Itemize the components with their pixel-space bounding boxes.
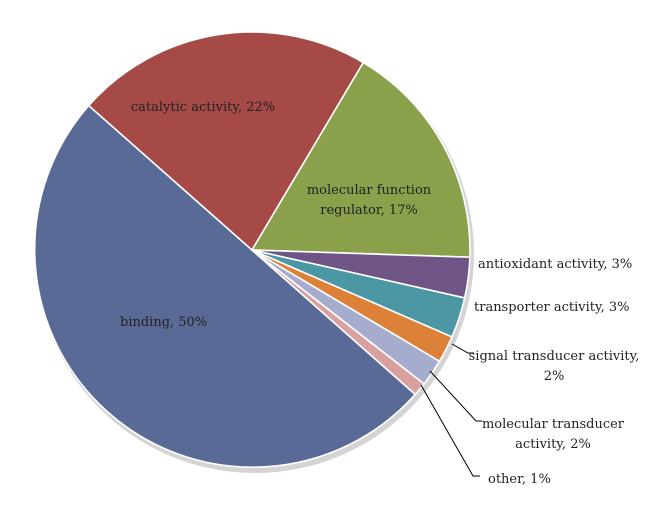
pie-slice-1 xyxy=(87,31,365,252)
leader-line-7 xyxy=(420,384,480,477)
leader-line-5 xyxy=(451,343,474,354)
slice-label-7: other, 1% xyxy=(488,472,551,487)
slice-label-5: signal transducer activity, 2% xyxy=(469,349,640,384)
slice-label-4: transporter activity, 3% xyxy=(474,300,630,315)
pie-slice-7 xyxy=(251,249,426,396)
pie-slice-0 xyxy=(33,104,417,469)
pie-slice-2 xyxy=(250,61,471,259)
slice-label-3: antioxidant activity, 3% xyxy=(478,257,632,272)
slice-label-0: binding, 50% xyxy=(120,315,207,330)
slice-label-6: molecular transducer activity, 2% xyxy=(482,417,625,452)
slice-label-1: catalytic activity, 22% xyxy=(131,100,275,115)
slice-label-2: molecular function regulator, 17% xyxy=(307,183,432,218)
leader-line-6 xyxy=(429,370,482,422)
